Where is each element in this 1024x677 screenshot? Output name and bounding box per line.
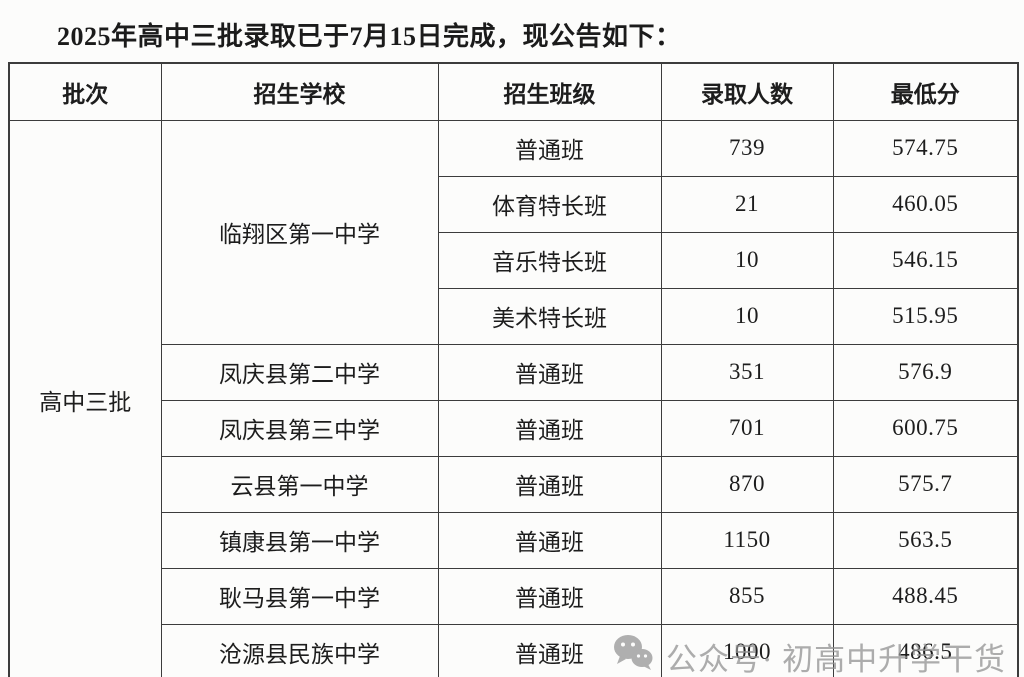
table-row: 音乐特长班 10 546.15 <box>9 231 1019 289</box>
table-row: 体育特长班 21 460.05 <box>9 175 1019 233</box>
min-score-cell: 576.9 <box>832 343 1019 401</box>
header-admitted-count: 录取人数 <box>660 62 834 121</box>
school-cell: 镇康县第一中学 <box>160 511 439 569</box>
class-cell: 普通班 <box>437 343 662 401</box>
class-cell: 普通班 <box>437 567 662 625</box>
class-cell: 普通班 <box>437 455 662 513</box>
min-score-cell: 575.7 <box>832 455 1019 513</box>
table-row: 美术特长班 10 515.95 <box>9 287 1019 345</box>
admitted-cell: 1150 <box>660 511 834 569</box>
table-header-row: 批次 招生学校 招生班级 录取人数 最低分 <box>8 62 1019 121</box>
admission-results-table: 批次 招生学校 招生班级 录取人数 最低分 高中三批 临翔区第一中学 普通班 7… <box>8 62 1019 677</box>
header-school: 招生学校 <box>160 62 439 121</box>
admitted-cell: 351 <box>660 343 834 401</box>
table-row: 沧源县民族中学 普通班 1000 486.5 <box>9 623 1019 677</box>
class-cell: 普通班 <box>437 119 662 177</box>
admitted-cell: 870 <box>660 455 834 513</box>
class-cell: 音乐特长班 <box>437 231 662 289</box>
header-batch: 批次 <box>8 62 162 121</box>
admitted-cell: 855 <box>660 567 834 625</box>
school-cell: 云县第一中学 <box>160 455 439 513</box>
school-cell: 沧源县民族中学 <box>160 623 439 677</box>
header-min-score: 最低分 <box>832 62 1019 121</box>
class-cell: 普通班 <box>437 623 662 677</box>
header-class: 招生班级 <box>437 62 662 121</box>
class-cell: 美术特长班 <box>437 287 662 345</box>
min-score-cell: 563.5 <box>832 511 1019 569</box>
admitted-cell: 21 <box>660 175 834 233</box>
admitted-cell: 10 <box>660 287 834 345</box>
school-cell: 凤庆县第三中学 <box>160 399 439 457</box>
admitted-cell: 10 <box>660 231 834 289</box>
table-row: 凤庆县第三中学 普通班 701 600.75 <box>9 399 1019 457</box>
min-score-cell: 460.05 <box>832 175 1019 233</box>
admitted-cell: 739 <box>660 119 834 177</box>
min-score-cell: 546.15 <box>832 231 1019 289</box>
table-row: 凤庆县第二中学 普通班 351 576.9 <box>9 343 1019 401</box>
class-cell: 普通班 <box>437 511 662 569</box>
table-row: 耿马县第一中学 普通班 855 488.45 <box>9 567 1019 625</box>
school-cell: 临翔区第一中学 <box>160 119 439 345</box>
admitted-cell: 1000 <box>660 623 834 677</box>
school-cell: 耿马县第一中学 <box>160 567 439 625</box>
min-score-cell: 515.95 <box>832 287 1019 345</box>
min-score-cell: 488.45 <box>832 567 1019 625</box>
admitted-cell: 701 <box>660 399 834 457</box>
school-cell: 凤庆县第二中学 <box>160 343 439 401</box>
min-score-cell: 574.75 <box>832 119 1019 177</box>
min-score-cell: 486.5 <box>832 623 1019 677</box>
class-cell: 普通班 <box>437 399 662 457</box>
table-row: 镇康县第一中学 普通班 1150 563.5 <box>9 511 1019 569</box>
min-score-cell: 600.75 <box>832 399 1019 457</box>
table-row: 云县第一中学 普通班 870 575.7 <box>9 455 1019 513</box>
batch-cell: 高中三批 <box>8 119 162 677</box>
class-cell: 体育特长班 <box>437 175 662 233</box>
page-title: 2025年高中三批录取已于7月15日完成，现公告如下： <box>57 22 682 51</box>
table-row: 高中三批 临翔区第一中学 普通班 739 574.75 <box>8 119 1019 677</box>
